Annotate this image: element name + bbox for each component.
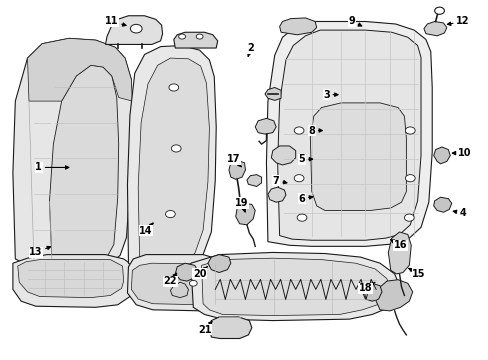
Circle shape (130, 24, 142, 33)
Text: 18: 18 (358, 282, 374, 293)
Polygon shape (209, 317, 251, 338)
Polygon shape (310, 103, 406, 211)
Polygon shape (266, 22, 431, 246)
Polygon shape (49, 65, 119, 266)
Polygon shape (235, 203, 255, 225)
Polygon shape (375, 280, 412, 311)
Text: 10: 10 (451, 148, 471, 158)
Circle shape (294, 127, 304, 134)
Text: 19: 19 (235, 198, 248, 212)
Polygon shape (279, 18, 316, 35)
Text: 14: 14 (139, 223, 153, 236)
Circle shape (166, 280, 174, 286)
Circle shape (405, 127, 414, 134)
Polygon shape (201, 258, 389, 316)
Polygon shape (387, 232, 410, 274)
Text: 20: 20 (192, 266, 207, 279)
Polygon shape (433, 147, 449, 164)
Text: 7: 7 (272, 176, 286, 186)
Polygon shape (18, 260, 123, 298)
Text: 17: 17 (226, 154, 241, 167)
Polygon shape (271, 146, 295, 165)
Text: 9: 9 (347, 17, 361, 27)
Text: 16: 16 (390, 240, 407, 250)
Polygon shape (264, 87, 281, 100)
Polygon shape (277, 30, 420, 240)
Circle shape (404, 214, 413, 221)
Circle shape (168, 84, 178, 91)
Polygon shape (13, 255, 132, 307)
Circle shape (434, 7, 444, 14)
Text: 11: 11 (105, 17, 126, 27)
Polygon shape (136, 58, 209, 267)
Polygon shape (127, 255, 232, 311)
Polygon shape (433, 197, 451, 212)
Text: 13: 13 (29, 246, 50, 257)
Text: 1: 1 (35, 162, 69, 172)
Text: 4: 4 (452, 208, 466, 218)
Circle shape (405, 175, 414, 182)
Polygon shape (27, 39, 132, 101)
Circle shape (297, 214, 306, 221)
Text: 2: 2 (247, 43, 254, 57)
Polygon shape (246, 175, 261, 186)
Circle shape (178, 34, 185, 39)
Polygon shape (255, 118, 276, 134)
Text: 5: 5 (298, 154, 312, 164)
Polygon shape (105, 16, 162, 44)
Circle shape (294, 175, 304, 182)
Polygon shape (207, 255, 230, 273)
Polygon shape (170, 282, 188, 298)
Polygon shape (127, 45, 216, 271)
Text: 12: 12 (447, 17, 469, 27)
Text: 8: 8 (308, 126, 322, 135)
Polygon shape (13, 39, 132, 273)
Text: 6: 6 (298, 194, 312, 204)
Text: 3: 3 (323, 90, 337, 100)
Polygon shape (267, 187, 285, 202)
Circle shape (196, 34, 203, 39)
Polygon shape (228, 160, 245, 179)
Polygon shape (190, 252, 399, 320)
Circle shape (165, 211, 175, 218)
Polygon shape (175, 263, 198, 281)
Polygon shape (362, 283, 381, 301)
Polygon shape (173, 32, 217, 48)
Polygon shape (131, 263, 225, 305)
Text: 21: 21 (197, 321, 212, 335)
Circle shape (189, 280, 197, 286)
Text: 15: 15 (408, 269, 425, 279)
Text: 22: 22 (163, 273, 177, 286)
Circle shape (171, 145, 181, 152)
Polygon shape (423, 22, 446, 36)
